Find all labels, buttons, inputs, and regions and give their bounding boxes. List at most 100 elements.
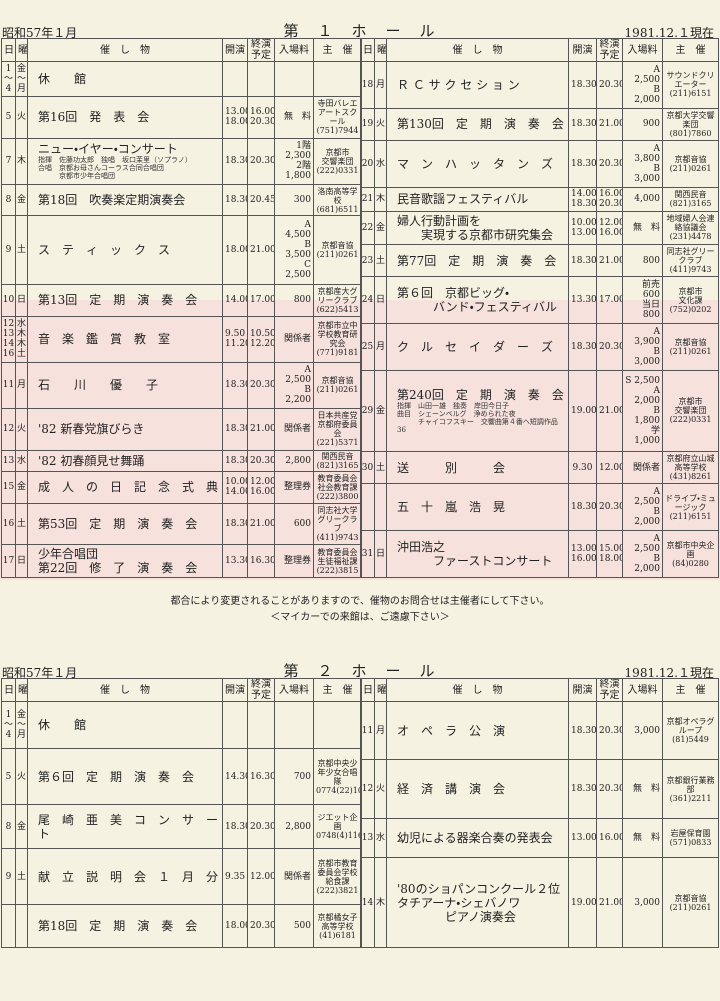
day: 20 [360,139,375,188]
cell [360,483,375,532]
day: 14 [360,857,375,948]
end: 15.00 18.00 [596,530,623,578]
start: 18.30 [222,183,248,217]
event-row: 23 土第77回 定 期 演 奏 会 18.30 21.00 800 同志社グリークラブ … [360,244,719,278]
organizer: 関西民音 (821)3165 [313,449,362,473]
column-header: 入場料 [622,38,663,62]
start: 18.30 [222,502,248,546]
end: 12.00 16.00 [247,471,275,504]
cell [374,483,387,532]
organizer: 教育委員会生徒福祉課 (222)3815 [313,544,362,578]
fee: 300 [274,183,314,217]
event-title: ク ル セ イ ダ ー ズ [397,339,554,354]
day: 30 [360,451,375,485]
cell: Ｒ Ｃ サ ク セ シ ョ ン [386,61,569,109]
end: 20.45 [247,183,275,217]
fee: A 3,800 B 3,000 [622,139,663,188]
header-row: 日曜催 し 物開演 終演予定 入場料主 催 [1,38,362,62]
column-header: 主 催 [313,678,362,702]
day: 11 [1,361,16,409]
weekday: 金 [15,183,28,217]
event-title: ス テ ィ ッ ク ス [38,243,171,258]
event-row: 31 日沖田浩之 ファーストコンサート 13.00 16.00 15.00 18.00… [360,530,719,578]
event-title: 休 館 [38,718,87,733]
weekday: 水 木 木 土 [15,315,28,363]
start: 18.30 [222,804,248,850]
start: 18.30 [222,361,248,409]
event-title: 婦人行動計画を 実現する京都市研究集会 [397,213,554,242]
event-title: 第240回 定 期 演 奏 会 [397,387,564,402]
event-title: 第13回 定 期 演 奏 会 [38,293,198,308]
day: 18 [360,61,375,109]
cell: ス テ ィ ッ ク ス [27,215,223,286]
start: 14.30 [222,748,248,806]
organizer: 京都音協 (211)0261 [662,857,719,948]
cell [313,61,362,97]
event-title: マ ン ハ ッ タ ン ズ [397,156,554,171]
organizer: サウンドクリエーター (211)6151 [662,61,719,109]
event-title: 第16回 発 表 会 [38,110,150,125]
fee: 900 [622,107,663,141]
end: 21.00 [596,369,623,453]
cell: マ ン ハ ッ タ ン ズ [386,139,569,188]
organizer: 京都音協 (211)0261 [662,322,719,371]
weekday: 金 [374,369,387,453]
end: 20.30 [247,137,275,185]
column-header: 入場料 [274,678,314,702]
end: 16.00 20.30 [247,95,275,139]
day: 11 [360,700,375,761]
start: 18.30 [222,449,248,473]
weekday: 日 [15,544,28,578]
event-title: 尾 崎 亜 美 コ ン サ ー ト [38,812,219,841]
fee: 前売 600 当日 800 [622,276,663,324]
day: 17 [1,544,16,578]
organizer: 京都中央少年少女合唱隊 0774(22)1094 [313,748,362,806]
note: ＜マイカーでの来館は、ご遠慮下さい＞ [270,612,450,623]
day: 9 [1,848,16,906]
cell: '80のショパンコンクール２位 タチアーナ・シェバノワ ピアノ演奏会 [386,857,569,948]
end: 20.30 [596,700,623,761]
organizer: 寺田バレエアートスクール (751)7944 [313,95,362,139]
cell: '82 初春顔見せ舞踊 [27,449,223,473]
day: 1 〜 4 [1,61,16,97]
column-header: 日 [1,38,16,62]
event-title: オ ペ ラ 公 演 [397,723,506,738]
era-label: 昭和57年１月 [2,666,78,680]
cell: '82 新春党旗びらき [27,407,223,451]
fee: 関係者 [274,315,314,363]
cell: 幼児による器楽合奏の発表会 [386,817,569,859]
event-row: 8金尾 崎 亜 美 コ ン サ ー ト18.3020.302,800ジエット企画… [1,804,362,850]
day: 29 [360,369,375,453]
cell: 献 立 説 明 会 １ 月 分 [27,848,223,906]
day: 12 [360,759,375,819]
organizer: 京都市 文化課 (752)0202 [662,276,719,324]
fee: 600 [274,502,314,546]
cell [313,700,362,750]
start: 9.30 [568,451,597,485]
column-header: 開演 [222,38,248,62]
cell: 第77回 定 期 演 奏 会 [386,244,569,278]
as-of-date: 1981.12.１現在 [624,26,714,40]
event-title: 石 川 優 子 [38,378,159,393]
start: 9.35 [222,848,248,906]
column-header: 曜 [15,678,28,702]
end: 20.30 [247,361,275,409]
event-title: 送 別 会 [397,460,506,475]
weekday: 日 [15,284,28,317]
end: 21.00 [247,215,275,286]
end: 20.30 [596,759,623,819]
start: 18.30 [568,322,597,371]
column-header: 終演予定 [247,678,275,702]
day: 16 [1,502,16,546]
cell: 第18回 定 期 演 奏 会 [27,904,223,948]
weekday: 水 [15,449,28,473]
end: 16.30 [247,544,275,578]
event-title: 休 館 [38,71,87,86]
column-header: 開演 [222,678,248,702]
